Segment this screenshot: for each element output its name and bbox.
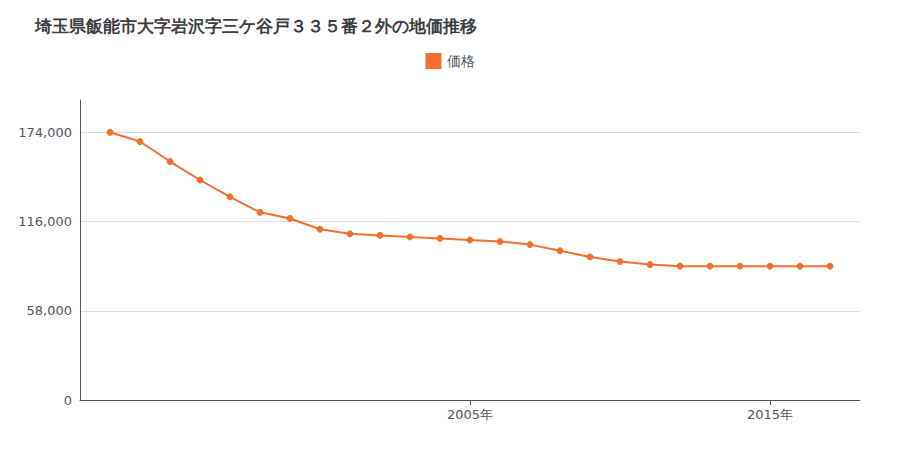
svg-text:174,000: 174,000 (18, 125, 72, 140)
svg-text:0: 0 (64, 393, 72, 408)
svg-text:埼玉県飯能市大字岩沢字三ケ谷戸３３５番２外の地価推移: 埼玉県飯能市大字岩沢字三ケ谷戸３３５番２外の地価推移 (34, 16, 477, 36)
svg-text:2015年: 2015年 (747, 407, 793, 422)
svg-text:価格: 価格 (447, 53, 475, 69)
svg-text:58,000: 58,000 (27, 303, 73, 318)
svg-text:2005年: 2005年 (447, 407, 493, 422)
svg-text:116,000: 116,000 (18, 214, 72, 229)
